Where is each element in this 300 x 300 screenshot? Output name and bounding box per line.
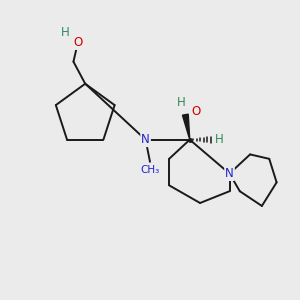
Text: O: O: [73, 36, 83, 49]
Text: N: N: [225, 167, 234, 180]
Text: CH₃: CH₃: [140, 165, 160, 175]
Text: H: H: [176, 96, 185, 109]
Text: O: O: [191, 105, 200, 118]
Text: H: H: [61, 26, 70, 39]
Polygon shape: [182, 114, 190, 140]
Text: H: H: [215, 133, 224, 146]
Text: N: N: [141, 133, 150, 146]
